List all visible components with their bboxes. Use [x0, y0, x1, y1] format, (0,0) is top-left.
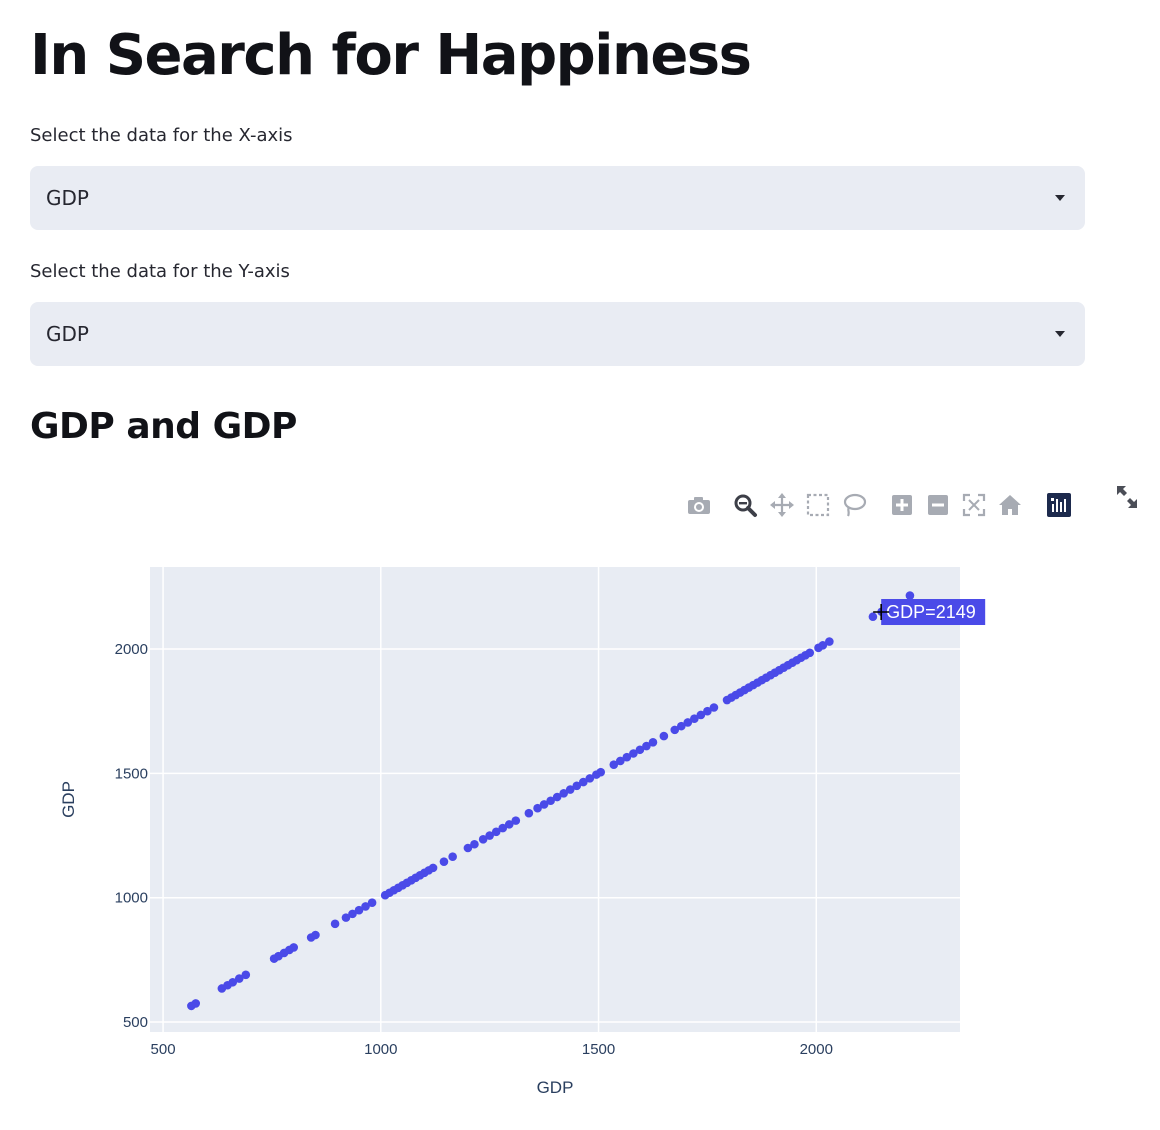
- y-tick-label: 500: [123, 1014, 148, 1031]
- x-axis-select-label: Select the data for the X-axis: [30, 125, 293, 146]
- data-point[interactable]: [585, 774, 595, 783]
- y-tick-label: 1500: [115, 765, 148, 782]
- data-point[interactable]: [648, 738, 658, 747]
- y-axis-select[interactable]: GDP: [30, 302, 1085, 366]
- x-tick-label: 1500: [582, 1041, 615, 1058]
- lasso-select-icon[interactable]: [839, 488, 869, 522]
- y-axis-title: GDP: [59, 781, 78, 818]
- data-point[interactable]: [825, 637, 834, 646]
- data-point[interactable]: [818, 641, 828, 650]
- y-tick-label: 2000: [115, 641, 148, 658]
- data-point[interactable]: [504, 820, 514, 829]
- data-point[interactable]: [683, 718, 693, 727]
- y-axis-select-label: Select the data for the Y-axis: [30, 261, 290, 282]
- zoom-out-icon[interactable]: [923, 488, 953, 522]
- zoom-in-icon[interactable]: [887, 488, 917, 522]
- data-point[interactable]: [439, 857, 449, 866]
- x-tick-label: 500: [151, 1041, 176, 1058]
- chart-section-title: GDP and GDP: [30, 406, 297, 447]
- hover-tooltip: [881, 599, 986, 626]
- data-point[interactable]: [354, 905, 364, 915]
- hover-tooltip-label: GDP=2149: [886, 602, 976, 622]
- data-point[interactable]: [703, 706, 712, 716]
- data-point[interactable]: [367, 898, 377, 907]
- data-point[interactable]: [690, 714, 699, 723]
- y-axis-select-value: GDP: [46, 322, 89, 346]
- data-point[interactable]: [709, 703, 719, 712]
- data-point[interactable]: [289, 943, 299, 952]
- page-title: In Search for Happiness: [30, 23, 752, 88]
- chart-toolbar: [682, 488, 1082, 522]
- data-point[interactable]: [498, 823, 508, 833]
- data-point[interactable]: [330, 919, 340, 929]
- data-point[interactable]: [348, 909, 357, 919]
- data-point[interactable]: [341, 913, 351, 922]
- data-point[interactable]: [676, 721, 686, 731]
- data-point[interactable]: [596, 767, 606, 777]
- camera-icon[interactable]: [684, 488, 714, 522]
- data-point[interactable]: [511, 816, 521, 825]
- data-point[interactable]: [659, 731, 669, 741]
- x-axis-title: GDP: [537, 1078, 574, 1097]
- data-point[interactable]: [696, 710, 706, 720]
- data-point[interactable]: [234, 974, 244, 983]
- x-axis-select[interactable]: GDP: [30, 166, 1085, 230]
- scatter-chart[interactable]: 500 1000 1500 2000 500 1000 1500 2000 GDP=2149 …: [0, 530, 1160, 1120]
- data-point[interactable]: [228, 977, 238, 987]
- y-tick-label: 1000: [115, 890, 148, 907]
- pan-icon[interactable]: [767, 488, 797, 522]
- data-point[interactable]: [559, 788, 569, 798]
- data-point[interactable]: [428, 863, 438, 873]
- data-point[interactable]: [579, 777, 588, 787]
- autoscale-icon[interactable]: [959, 488, 989, 522]
- data-point[interactable]: [572, 781, 582, 791]
- box-select-icon[interactable]: [803, 488, 833, 522]
- data-point[interactable]: [191, 999, 201, 1008]
- fullscreen-icon[interactable]: [1112, 482, 1142, 512]
- data-point[interactable]: [905, 591, 915, 600]
- data-point[interactable]: [470, 839, 479, 849]
- x-tick-label: 2000: [800, 1041, 833, 1058]
- data-point[interactable]: [622, 752, 632, 762]
- data-point[interactable]: [533, 803, 542, 813]
- data-point[interactable]: [635, 745, 645, 755]
- reset-axes-icon[interactable]: [995, 488, 1025, 522]
- data-point[interactable]: [361, 902, 370, 911]
- data-point[interactable]: [478, 834, 488, 844]
- data-point[interactable]: [546, 796, 555, 806]
- data-point[interactable]: [868, 612, 878, 622]
- x-tick-label: 1000: [364, 1041, 397, 1058]
- data-point[interactable]: [241, 970, 251, 980]
- data-point[interactable]: [552, 792, 562, 802]
- chevron-down-icon: [1055, 331, 1065, 337]
- data-point[interactable]: [485, 831, 494, 840]
- data-point[interactable]: [609, 760, 619, 769]
- data-point[interactable]: [670, 725, 680, 735]
- data-point[interactable]: [524, 808, 534, 818]
- data-point[interactable]: [616, 756, 625, 766]
- chevron-down-icon: [1055, 195, 1065, 201]
- x-axis-select-value: GDP: [46, 186, 89, 210]
- data-point[interactable]: [539, 800, 549, 809]
- data-point[interactable]: [448, 852, 457, 861]
- plotly-logo-icon[interactable]: [1044, 488, 1074, 522]
- data-point[interactable]: [642, 741, 651, 751]
- crosshair-cursor-icon: [873, 604, 890, 621]
- data-point[interactable]: [805, 648, 815, 658]
- zoom-icon[interactable]: [730, 488, 760, 522]
- data-point[interactable]: [491, 827, 501, 837]
- data-point[interactable]: [565, 785, 575, 794]
- data-point[interactable]: [311, 930, 320, 940]
- data-point[interactable]: [463, 843, 473, 853]
- data-point[interactable]: [629, 749, 638, 758]
